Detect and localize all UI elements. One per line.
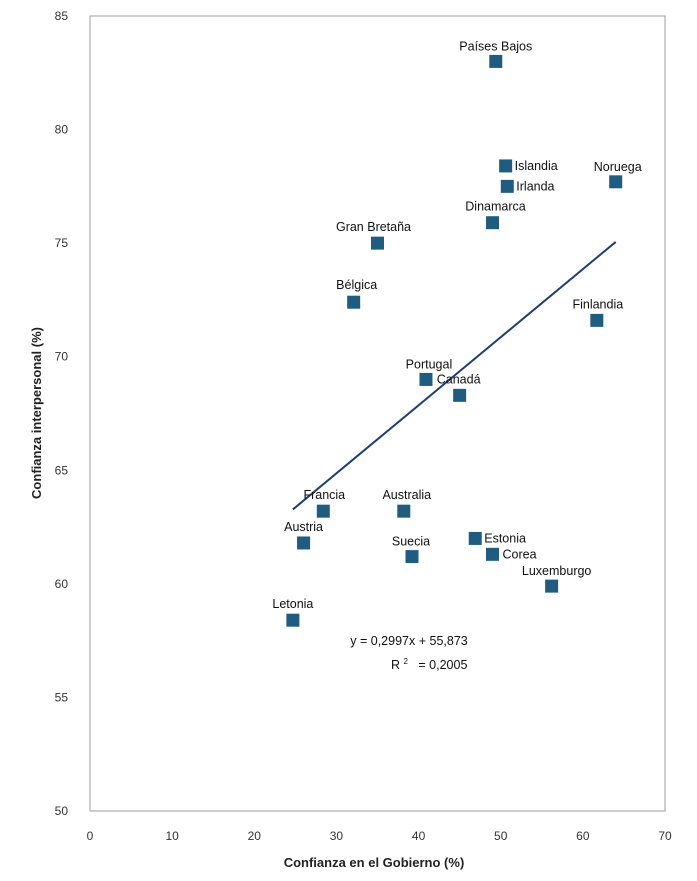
y-tick-label: 55 bbox=[55, 690, 69, 704]
data-point-label: Corea bbox=[503, 547, 537, 561]
data-point bbox=[419, 372, 433, 386]
data-point-label: Islandia bbox=[515, 159, 558, 173]
x-tick-label: 50 bbox=[494, 829, 508, 843]
data-point bbox=[405, 550, 419, 564]
plot-area bbox=[89, 15, 666, 812]
data-point bbox=[397, 504, 411, 518]
data-point-label: Gran Bretaña bbox=[336, 220, 411, 234]
trendline-equation: y = 0,2997x + 55,873 bbox=[350, 634, 468, 648]
data-point bbox=[371, 236, 384, 250]
r-squared-value: = 0,2005 bbox=[411, 658, 467, 672]
y-tick-label: 85 bbox=[55, 9, 69, 23]
y-tick-label: 70 bbox=[55, 350, 69, 364]
trendline bbox=[292, 241, 617, 511]
data-point-label: Finlandia bbox=[572, 297, 623, 311]
data-point bbox=[500, 179, 514, 193]
data-point-label: Luxemburgo bbox=[522, 564, 592, 578]
data-point-label: Noruega bbox=[594, 160, 642, 174]
x-tick-label: 0 bbox=[87, 829, 94, 843]
x-tick-label: 30 bbox=[330, 829, 344, 843]
data-points bbox=[286, 54, 623, 627]
data-point-label: Canadá bbox=[437, 372, 481, 386]
data-point-label: Bélgica bbox=[336, 278, 377, 292]
data-point-label: Suecia bbox=[392, 535, 430, 549]
point-labels: Países Bajos Islandia Irlanda Noruega Dinama… bbox=[272, 39, 641, 611]
data-point-label: Australia bbox=[382, 488, 431, 502]
data-point bbox=[486, 216, 499, 230]
data-point bbox=[347, 295, 361, 309]
data-point bbox=[297, 536, 311, 550]
x-axis-ticks: 0 10 20 30 40 50 60 70 bbox=[87, 829, 672, 843]
y-axis-title: Confianza interpersonal (%) bbox=[29, 327, 44, 499]
data-point bbox=[489, 54, 503, 68]
data-point bbox=[609, 175, 623, 189]
data-point-label: Estonia bbox=[484, 531, 526, 545]
x-axis-title: Confianza en el Gobierno (%) bbox=[284, 855, 465, 870]
data-point bbox=[468, 531, 482, 545]
x-tick-label: 70 bbox=[658, 829, 672, 843]
x-tick-label: 40 bbox=[412, 829, 426, 843]
data-point-label: Dinamarca bbox=[465, 200, 525, 214]
y-tick-label: 65 bbox=[55, 463, 69, 477]
data-point bbox=[545, 579, 559, 593]
y-tick-label: 60 bbox=[55, 577, 69, 591]
data-point-label: Letonia bbox=[272, 597, 313, 611]
data-point-label: Países Bajos bbox=[459, 39, 532, 53]
data-point bbox=[286, 613, 300, 627]
data-point-label: Francia bbox=[303, 488, 345, 502]
data-point bbox=[590, 313, 604, 327]
data-point bbox=[499, 159, 513, 173]
data-point-label: Irlanda bbox=[516, 179, 554, 193]
data-point-label: Portugal bbox=[406, 357, 453, 371]
x-tick-label: 20 bbox=[248, 829, 262, 843]
r-squared-symbol: R bbox=[391, 658, 400, 672]
x-tick-label: 10 bbox=[165, 829, 179, 843]
r-squared: R 2 = 0,2005 bbox=[391, 653, 467, 672]
data-point bbox=[453, 388, 467, 402]
data-point bbox=[316, 504, 330, 518]
r-squared-superscript: 2 bbox=[404, 657, 409, 666]
x-tick-label: 60 bbox=[576, 829, 590, 843]
data-point bbox=[486, 547, 499, 561]
data-point-label: Austria bbox=[284, 520, 323, 534]
y-axis-ticks: 50 55 60 65 70 75 80 85 bbox=[55, 9, 69, 818]
y-tick-label: 75 bbox=[55, 236, 69, 250]
y-tick-label: 80 bbox=[55, 123, 69, 137]
y-tick-label: 50 bbox=[55, 804, 69, 818]
